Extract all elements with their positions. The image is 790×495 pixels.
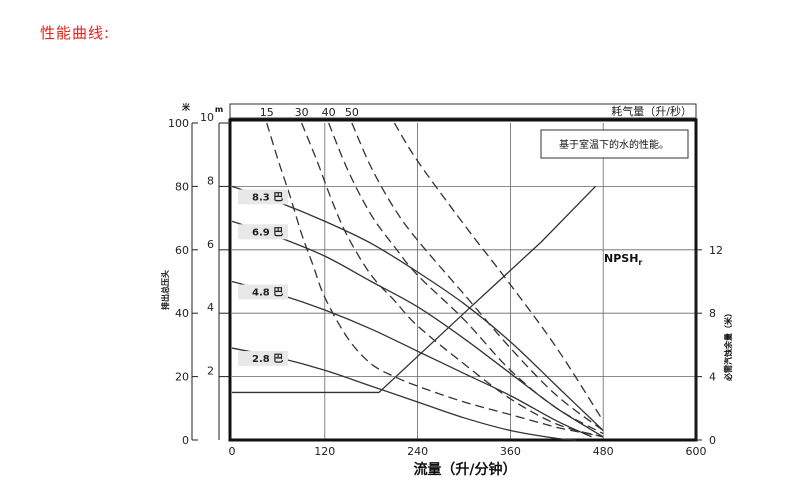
- x-tick-label: 600: [686, 445, 707, 458]
- x-tick-label: 240: [407, 445, 428, 458]
- left-tick-label: 0: [182, 434, 189, 447]
- top-axis-box: [229, 103, 697, 119]
- x-tick-label: 360: [500, 445, 521, 458]
- pressure-label-bg: [238, 351, 288, 367]
- air-consumption-line: [266, 122, 604, 438]
- top-axis-title: 耗气量（升/秒）: [611, 104, 692, 118]
- x-tick-label: 120: [314, 445, 335, 458]
- air-consumption-line: [300, 122, 604, 438]
- x-tick-label: 0: [229, 445, 236, 458]
- right-axis-ticks: 0 4 8 12: [696, 244, 723, 447]
- left-tick-label: 100: [168, 117, 189, 130]
- left-tick-label: 20: [175, 371, 189, 384]
- note-box: [540, 129, 689, 159]
- top-axis-ticks: 15 30 40 50: [260, 106, 359, 119]
- mid-tick-label: 10: [200, 111, 214, 124]
- npsh-label-main: NPSH: [604, 252, 638, 265]
- mid-axis-ticks: 2 4 6 8 10: [200, 111, 230, 378]
- right-tick-label: 12: [709, 244, 723, 257]
- right-tick-label: 0: [709, 434, 716, 447]
- mid-tick-label: 2: [207, 365, 214, 378]
- left-tick-label: 60: [175, 244, 189, 257]
- pressure-line: [231, 347, 577, 441]
- left-axis-title: 排出总压头: [160, 270, 170, 310]
- top-tick-label: 15: [260, 106, 274, 119]
- left-axis-ticks: 0 20 40 60 80 100: [168, 117, 198, 447]
- pressure-label-bg: [238, 224, 288, 240]
- air-consumption-curves: [266, 122, 604, 438]
- air-consumption-line: [351, 122, 604, 432]
- top-tick-label: 40: [322, 106, 336, 119]
- right-tick-label: 8: [709, 307, 716, 320]
- top-tick-label: 30: [295, 106, 309, 119]
- x-tick-label: 480: [593, 445, 614, 458]
- left-tick-label: 80: [175, 180, 189, 193]
- pressure-label-bg: [238, 284, 288, 300]
- air-consumption-line: [328, 122, 604, 435]
- right-tick-label: 4: [709, 371, 716, 384]
- npsh-curve: [232, 185, 596, 394]
- air-consumption-line: [393, 122, 604, 422]
- left-unit-label: 米: [181, 102, 191, 112]
- npsh-line: [232, 185, 596, 394]
- note-text: 基于室温下的水的性能。: [559, 138, 669, 151]
- left-tick-label: 40: [175, 307, 189, 320]
- npsh-label-subscript: r: [638, 258, 642, 267]
- x-axis-title: 流量（升/分钟）: [413, 461, 516, 478]
- top-tick-label: 50: [345, 106, 359, 119]
- pressure-label: 2.8 巴: [252, 353, 283, 365]
- mid-tick-label: 8: [207, 174, 214, 187]
- pressure-label: 4.8 巴: [252, 287, 283, 299]
- grid: [232, 123, 696, 440]
- mid-unit-label: m: [215, 105, 223, 114]
- mid-tick-label: 6: [207, 238, 214, 251]
- npsh-label: NPSHr: [604, 252, 642, 267]
- pressure-line: [231, 280, 592, 438]
- pressure-label: 8.3 巴: [252, 191, 283, 203]
- pressure-line: [231, 185, 604, 431]
- mid-tick-label: 4: [207, 301, 214, 314]
- pressure-label-bg: [238, 189, 288, 205]
- right-axis-title: 必需汽蚀余量（米）: [723, 309, 733, 382]
- pressure-curves: 8.3 巴 6.9 巴 4.8 巴 2.8 巴: [231, 185, 604, 441]
- pressure-label: 6.9 巴: [252, 226, 283, 238]
- section-title: 性能曲线:: [40, 24, 111, 42]
- x-axis-ticks: 0 120 240 360 480 600: [229, 445, 707, 458]
- pressure-line: [231, 220, 604, 438]
